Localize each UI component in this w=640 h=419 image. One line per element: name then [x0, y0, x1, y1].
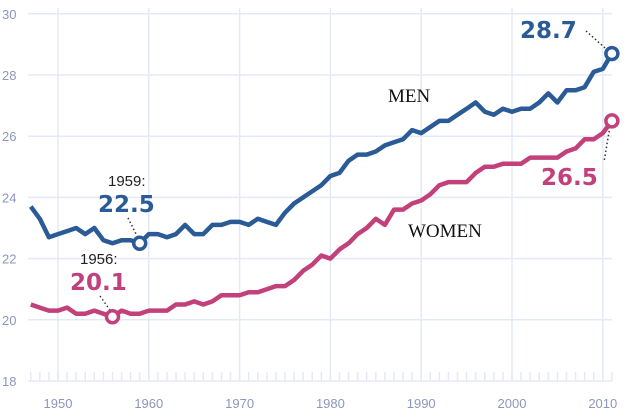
x-tick-label: 2010: [588, 396, 617, 411]
annotation-women-last-value: 26.5: [541, 165, 598, 191]
x-axis-ticks: 1950 1960 1970 1980 1990 2000 2010: [44, 396, 618, 411]
annotation-women-min-year: 1956:: [80, 251, 118, 268]
marker-men-min: [131, 235, 148, 252]
y-axis-ticks: 18 20 22 24 26 28 30: [2, 7, 16, 389]
x-tick-label: 1950: [44, 396, 73, 411]
marker-men-last: [604, 45, 620, 62]
annotation-men-last-value: 28.7: [520, 18, 577, 44]
series-line-women: [30, 119, 614, 319]
y-tick-label: 24: [2, 190, 16, 205]
leader-line: [585, 30, 608, 51]
x-tick-label: 1980: [316, 396, 345, 411]
x-tick-label: 1970: [225, 396, 254, 411]
x-tick-label: 1990: [407, 396, 436, 411]
grid: [28, 8, 613, 382]
marker-women-min: [104, 308, 121, 325]
y-tick-label: 28: [2, 68, 16, 83]
annotation-women-min-value: 20.1: [70, 270, 127, 296]
series-label-men: MEN: [388, 86, 431, 107]
annotations: 1959: 22.5 1956: 20.1 28.7 26.5: [70, 18, 620, 325]
marker-women-last: [604, 113, 620, 129]
y-tick-label: 26: [2, 129, 16, 144]
x-tick-label: 2000: [498, 396, 527, 411]
y-tick-label: 22: [2, 252, 16, 267]
series-label-women: WOMEN: [408, 221, 482, 242]
leader-line: [99, 295, 112, 312]
annotation-men-min-year: 1959:: [108, 173, 146, 190]
leader-line: [127, 217, 139, 238]
annotation-men-min-value: 22.5: [98, 192, 155, 218]
series-line-men: [28, 52, 614, 246]
y-tick-label: 30: [2, 7, 16, 22]
y-tick-label: 18: [2, 374, 16, 389]
y-tick-label: 20: [2, 313, 16, 328]
series-lines: [28, 52, 614, 319]
x-tick-label: 1960: [134, 396, 163, 411]
